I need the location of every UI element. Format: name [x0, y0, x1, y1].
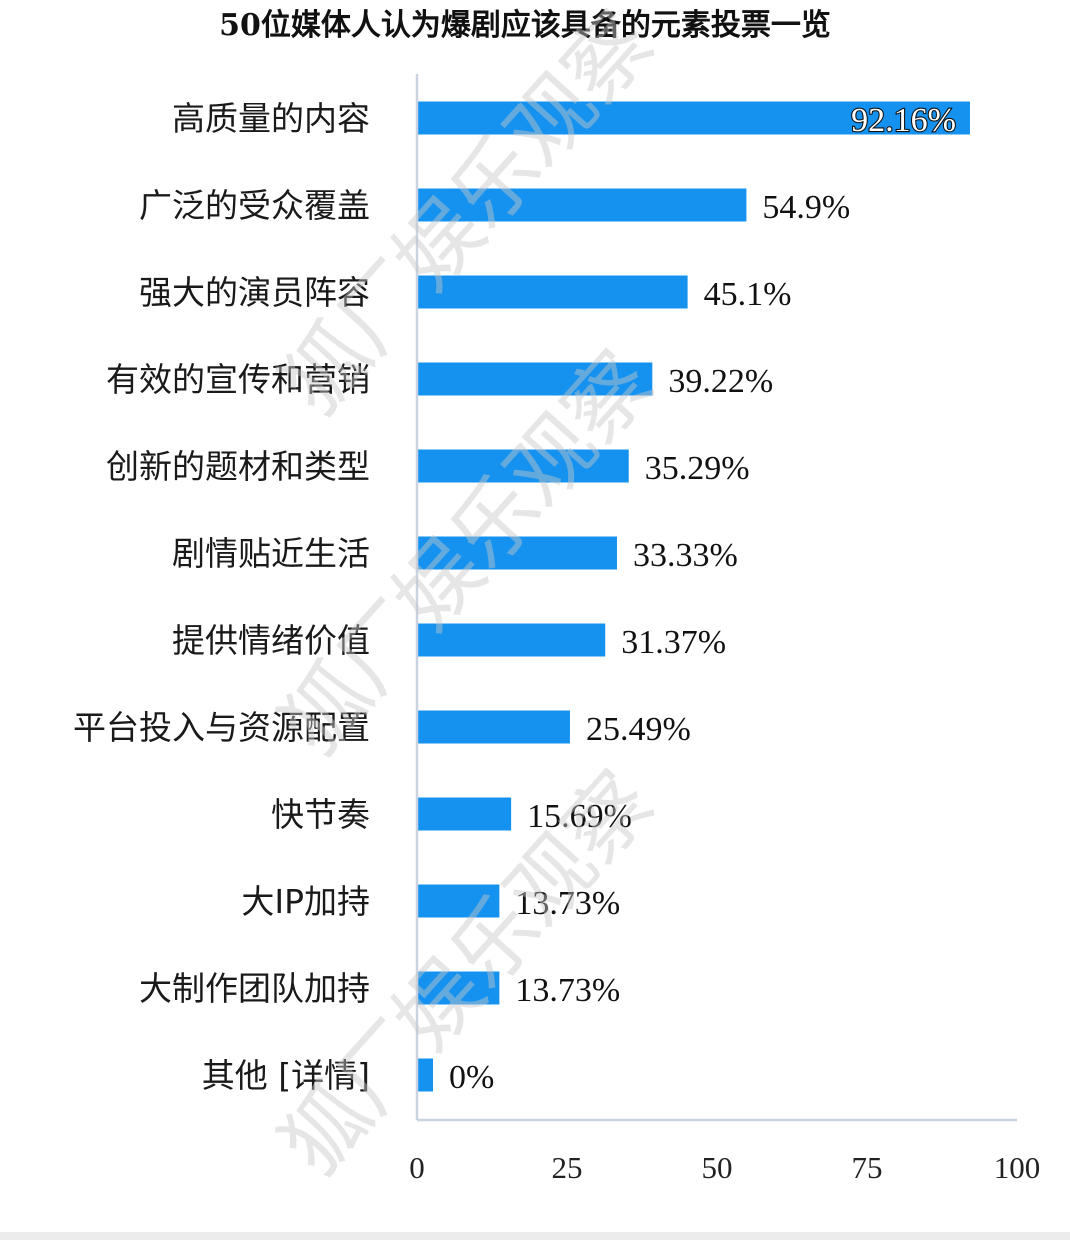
chart-title: 50位媒体人认为爆剧应该具备的元素投票一览	[219, 8, 831, 43]
value-label: 33.33%	[633, 537, 738, 574]
value-label: 35.29%	[645, 450, 750, 487]
value-label: 25.49%	[586, 711, 691, 748]
bar	[417, 971, 500, 1005]
x-tick-label: 25	[552, 1150, 583, 1185]
labels-layer: 高质量的内容 92.16% 广泛的受众覆盖 54.9% 强大的演员阵容 45.1% 有效的宣…	[73, 99, 1040, 1185]
bar	[417, 797, 512, 831]
bar	[417, 362, 653, 396]
category-label: 快节奏	[271, 795, 370, 834]
footer-strip	[0, 1232, 1070, 1240]
bar	[417, 710, 570, 744]
value-label: 92.16%	[851, 102, 956, 139]
bar	[417, 101, 970, 135]
category-label: 有效的宣传和营销	[106, 360, 370, 399]
category-label: 创新的题材和类型	[106, 447, 370, 486]
x-tick-label: 75	[852, 1150, 883, 1185]
bars-layer	[417, 101, 970, 1092]
bar	[417, 275, 688, 309]
category-label: 剧情贴近生活	[172, 534, 370, 573]
category-label: 大IP加持	[241, 882, 370, 921]
bar	[417, 449, 629, 483]
x-tick-label: 50	[702, 1150, 733, 1185]
bar	[417, 188, 747, 222]
value-label: 45.1%	[704, 276, 792, 313]
axes-layer	[415, 74, 1017, 1122]
x-tick-label: 0	[409, 1150, 425, 1185]
value-label: 13.73%	[515, 885, 620, 922]
category-label: 其他 [详情]	[202, 1056, 370, 1095]
value-label: 31.37%	[621, 624, 726, 661]
bar	[417, 884, 500, 918]
value-label: 0%	[449, 1059, 494, 1096]
category-label: 提供情绪价值	[172, 621, 370, 660]
value-label: 15.69%	[527, 798, 632, 835]
category-label: 大制作团队加持	[139, 969, 370, 1008]
category-label: 高质量的内容	[172, 99, 370, 138]
value-label: 39.22%	[668, 363, 773, 400]
value-label: 54.9%	[762, 189, 850, 226]
category-label: 强大的演员阵容	[139, 273, 370, 312]
bar	[417, 623, 606, 657]
bar	[417, 1058, 433, 1092]
bar	[417, 536, 617, 570]
x-tick-label: 100	[994, 1150, 1041, 1185]
category-label: 广泛的受众覆盖	[139, 186, 370, 225]
value-label: 13.73%	[515, 972, 620, 1009]
category-label: 平台投入与资源配置	[73, 708, 370, 747]
